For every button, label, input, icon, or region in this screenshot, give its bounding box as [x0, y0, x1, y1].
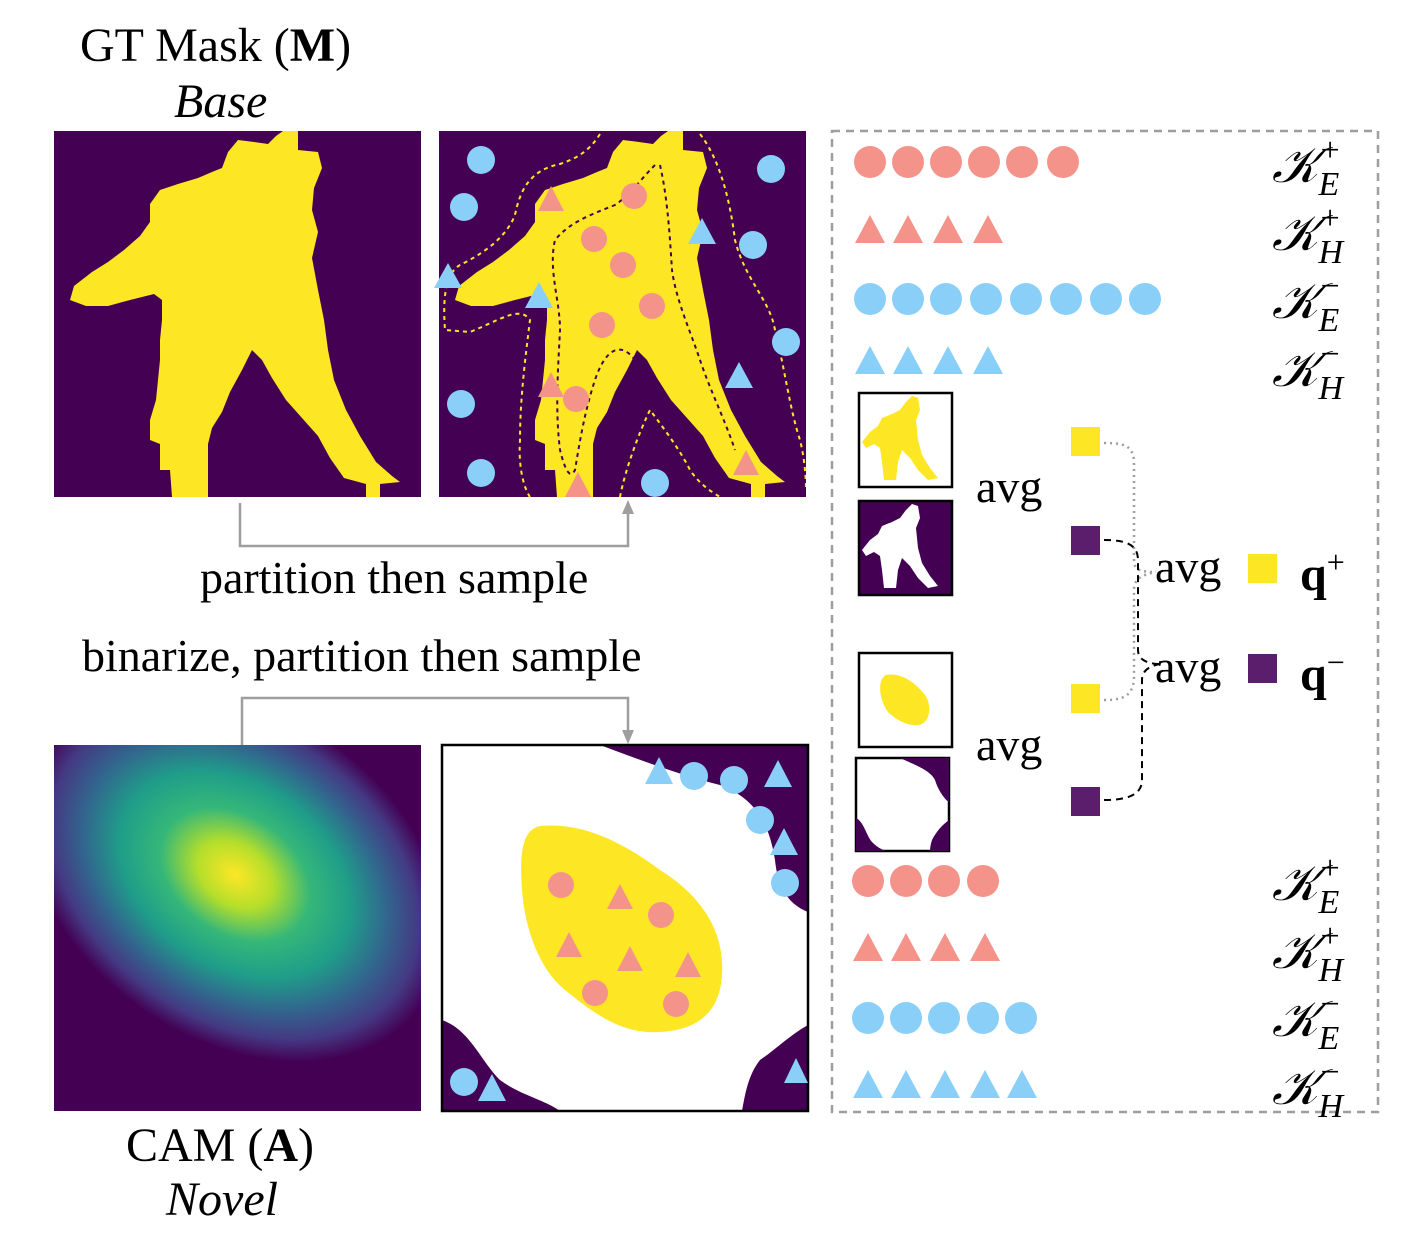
thumb-top-bg [857, 499, 954, 597]
k-sub: H [1318, 370, 1344, 407]
avg-label-top: avg [976, 461, 1043, 512]
avg-square-bottom-neg [1071, 787, 1100, 816]
top-panel-title: GT Mask (M) [80, 22, 351, 70]
prototype-box [830, 129, 1380, 1114]
top-title-close: ) [335, 19, 352, 72]
bottom-connector-arrow [240, 696, 634, 745]
k-sup: − [1320, 986, 1340, 1023]
k-base: 𝒦 [1272, 923, 1319, 979]
row-pos-easy-top [854, 146, 1079, 178]
row-pos-easy-bottom [852, 865, 999, 897]
k-set-neg-easy-bottom: 𝒦 − E [1272, 988, 1352, 1056]
bottom-sample-rows [852, 865, 1037, 1098]
bottom-samples [450, 757, 808, 1101]
k-sup: − [1320, 1054, 1340, 1091]
bottom-panel-subtitle: Novel [166, 1173, 278, 1226]
k-set-neg-hard-top: 𝒦 − H [1272, 338, 1352, 406]
row-neg-hard-top [855, 346, 1003, 374]
q-pos-label: q+ [1300, 546, 1345, 599]
gt-mask-image [54, 131, 421, 497]
avg-label-pos: avg [1155, 541, 1222, 592]
q-neg-sign: − [1326, 644, 1345, 680]
avg-label-bottom: avg [976, 719, 1043, 770]
row-pos-hard-top [855, 215, 1003, 243]
q-pos-sign: + [1326, 544, 1345, 580]
cam-partition-image [442, 745, 808, 1111]
bottom-title-symbol: A [263, 1119, 299, 1172]
bottom-title-text: CAM ( [126, 1119, 264, 1172]
thumb-bottom-fg [857, 651, 954, 749]
k-base: 𝒦 [1272, 1059, 1319, 1115]
row-neg-easy-top [854, 283, 1161, 315]
k-base: 𝒦 [1272, 991, 1319, 1047]
q-neg-square [1248, 654, 1277, 683]
avg-label-neg: avg [1155, 641, 1222, 692]
bottom-arrow-label: binarize, partition then sample [82, 630, 642, 681]
k-set-pos-easy-bottom: 𝒦 + E [1272, 852, 1352, 920]
k-sup: + [1320, 200, 1340, 237]
avg-square-top-neg [1071, 526, 1100, 555]
k-base: 𝒦 [1272, 273, 1319, 329]
k-set-neg-easy-top: 𝒦 − E [1272, 270, 1352, 338]
k-sup: + [1320, 132, 1340, 169]
k-base: 𝒦 [1272, 341, 1319, 397]
top-connector-arrow [238, 500, 634, 548]
k-sub: H [1318, 952, 1344, 989]
bottom-panel-title: CAM (A) [126, 1122, 314, 1170]
q-pos-symbol: q [1300, 548, 1327, 601]
top-title-text: GT Mask ( [80, 19, 290, 72]
top-arrow-label: partition then sample [200, 552, 589, 603]
k-sub: E [1318, 166, 1340, 203]
k-base: 𝒦 [1272, 855, 1319, 911]
q-pos-square [1248, 554, 1277, 583]
k-sup: + [1320, 850, 1340, 887]
top-panel-subtitle: Base [174, 75, 268, 128]
k-set-neg-hard-bottom: 𝒦 − H [1272, 1056, 1352, 1124]
top-sample-rows [854, 146, 1161, 374]
avg-square-bottom-pos [1071, 684, 1100, 713]
k-base: 𝒦 [1272, 137, 1319, 193]
k-set-pos-hard-bottom: 𝒦 + H [1272, 920, 1352, 988]
q-neg-symbol: q [1300, 648, 1327, 701]
k-base: 𝒦 [1272, 205, 1319, 261]
cam-heatmap-image [54, 745, 421, 1111]
row-neg-hard-bottom [853, 1070, 1037, 1098]
k-sub: E [1318, 1020, 1340, 1057]
row-neg-easy-bottom [852, 1002, 1037, 1034]
top-title-symbol: M [289, 19, 336, 72]
merge-brackets [1103, 441, 1161, 801]
thumb-top-fg [857, 391, 954, 489]
person-silhouette [70, 131, 400, 497]
bottom-title-close: ) [298, 1119, 314, 1172]
q-neg-label: q− [1300, 646, 1345, 699]
k-set-pos-hard-top: 𝒦 + H [1272, 202, 1352, 270]
avg-square-top-pos [1071, 427, 1100, 456]
k-sub: E [1318, 302, 1340, 339]
k-sup: + [1320, 918, 1340, 955]
top-samples [434, 146, 800, 497]
cam-blob [521, 825, 723, 1033]
k-sub: H [1318, 1088, 1344, 1125]
person-silhouette-2 [455, 131, 785, 497]
thumb-bottom-bg [854, 756, 951, 853]
k-sup: − [1320, 336, 1340, 373]
k-sub: H [1318, 234, 1344, 271]
k-set-pos-easy-top: 𝒦 + E [1272, 134, 1352, 202]
k-sup: − [1320, 268, 1340, 305]
gt-partition-image [439, 131, 806, 497]
row-pos-hard-bottom [853, 933, 1000, 961]
k-sub: E [1318, 884, 1340, 921]
